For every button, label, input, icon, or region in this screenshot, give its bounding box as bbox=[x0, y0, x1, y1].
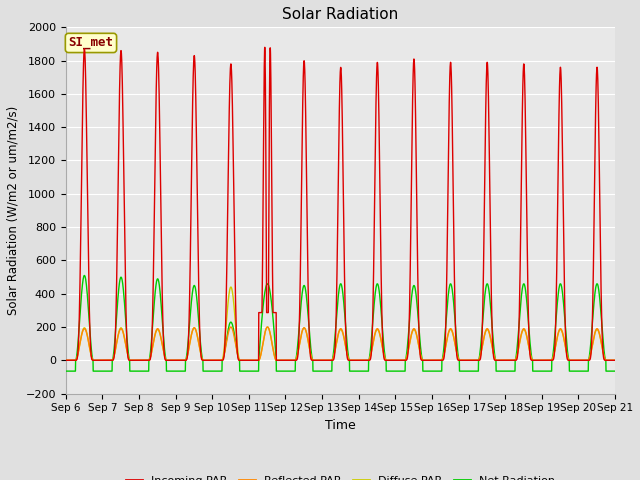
Legend: Incoming PAR, Reflected PAR, Diffuse PAR, Net Radiation: Incoming PAR, Reflected PAR, Diffuse PAR… bbox=[121, 472, 559, 480]
X-axis label: Time: Time bbox=[325, 419, 356, 432]
Y-axis label: Solar Radiation (W/m2 or um/m2/s): Solar Radiation (W/m2 or um/m2/s) bbox=[7, 106, 20, 315]
Text: SI_met: SI_met bbox=[68, 36, 113, 49]
Title: Solar Radiation: Solar Radiation bbox=[282, 7, 399, 22]
